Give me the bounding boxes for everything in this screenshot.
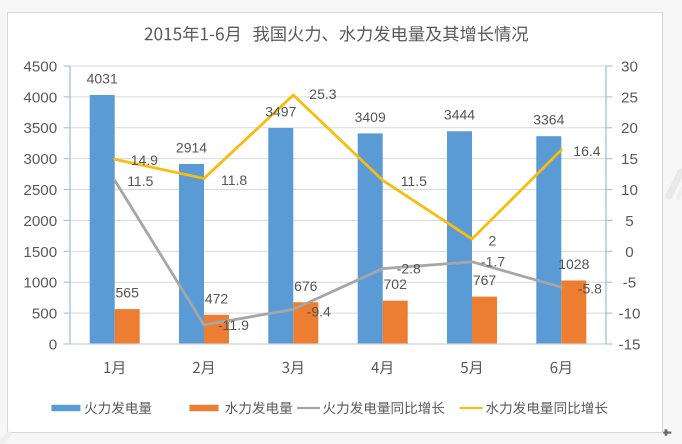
svg-text:-5: -5 xyxy=(623,275,637,292)
svg-text:565: 565 xyxy=(116,285,140,301)
svg-text:30: 30 xyxy=(621,58,638,75)
svg-text:4031: 4031 xyxy=(87,71,118,87)
svg-text:-11.9: -11.9 xyxy=(218,317,249,333)
svg-text:2000: 2000 xyxy=(23,213,57,230)
svg-text:11.5: 11.5 xyxy=(127,173,153,189)
svg-text:702: 702 xyxy=(384,276,408,292)
svg-text:4000: 4000 xyxy=(23,89,57,106)
svg-text:-15: -15 xyxy=(619,336,641,353)
svg-text:-5.8: -5.8 xyxy=(578,280,602,296)
svg-text:5: 5 xyxy=(625,213,633,230)
svg-text:767: 767 xyxy=(473,272,497,288)
svg-text:3364: 3364 xyxy=(533,112,564,128)
svg-text:3000: 3000 xyxy=(23,151,57,168)
svg-text:1500: 1500 xyxy=(23,244,57,261)
svg-text:1000: 1000 xyxy=(23,275,57,292)
svg-text:1028: 1028 xyxy=(558,256,589,272)
svg-text:16.4: 16.4 xyxy=(573,143,600,159)
svg-text:3500: 3500 xyxy=(23,120,57,137)
svg-text:25: 25 xyxy=(621,89,638,106)
svg-text:10: 10 xyxy=(621,182,638,199)
svg-text:-2.8: -2.8 xyxy=(397,261,421,277)
svg-text:0: 0 xyxy=(625,244,633,261)
svg-text:2500: 2500 xyxy=(23,182,57,199)
svg-text:11.8: 11.8 xyxy=(221,172,247,188)
svg-text:0: 0 xyxy=(49,336,57,353)
svg-text:472: 472 xyxy=(205,290,229,306)
svg-text:3409: 3409 xyxy=(355,109,386,125)
svg-text:4500: 4500 xyxy=(23,58,57,75)
svg-text:15: 15 xyxy=(621,151,638,168)
svg-text:-9.4: -9.4 xyxy=(307,304,331,320)
svg-text:2: 2 xyxy=(489,233,497,249)
svg-text:3444: 3444 xyxy=(444,107,475,123)
svg-text:14.9: 14.9 xyxy=(131,152,158,168)
svg-text:500: 500 xyxy=(32,306,57,323)
svg-text:25.3: 25.3 xyxy=(309,86,336,102)
svg-text:3497: 3497 xyxy=(265,104,296,120)
svg-text:676: 676 xyxy=(294,278,318,294)
svg-text:20: 20 xyxy=(621,120,638,137)
svg-text:11.5: 11.5 xyxy=(401,173,427,189)
svg-text:-1.7: -1.7 xyxy=(481,254,505,270)
svg-text:2914: 2914 xyxy=(176,140,207,156)
svg-text:-10: -10 xyxy=(619,306,641,323)
